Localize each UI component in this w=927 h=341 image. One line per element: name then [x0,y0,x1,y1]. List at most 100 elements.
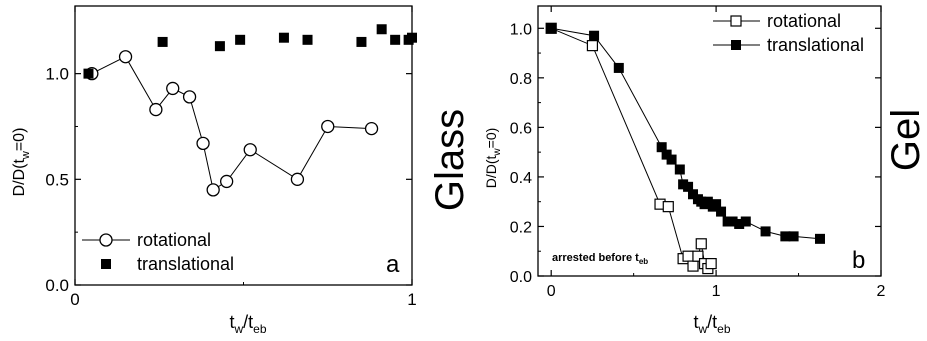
a-point-translational [390,34,401,45]
b-point-translational [734,218,745,229]
panel-a-frame [74,5,413,286]
b-xtick-label: 1 [712,283,721,300]
panel-b-series [545,22,825,275]
a-point-translational [278,32,289,43]
panel-a-xlabel-sub: w [233,322,243,336]
panel-a-ylabel-sub: w [20,151,32,160]
panel-a-ylabel-end: =0) [11,128,28,152]
b-point-translational [716,206,727,217]
panel-a-ticks: 0 1 0.0 0.5 1.0 [45,6,417,309]
a-ytick-label: 0.0 [45,276,69,295]
b-legend-marker-rotational [730,15,742,27]
a-legend-label-rotational: rotational [137,230,211,250]
b-ytick-label: 0.2 [510,219,532,236]
b-ytick-label: 0.6 [510,120,532,137]
a-legend-marker-translational [101,259,111,269]
b-point-rotational [687,260,699,272]
b-point-translational [760,226,771,237]
b-point-rotational [586,40,599,52]
panel-b-xlabel-sub2: eb [717,322,731,336]
a-point-translational [157,36,168,47]
b-point-rotational [705,258,717,270]
a-point-translational [302,34,313,45]
a-point-translational [376,24,387,35]
a-series-line-rotational [91,56,372,191]
panel-a-ylabel: D/D(tw=0) [11,128,32,197]
b-point-translational [589,30,600,41]
a-point-translational [407,32,417,43]
panel-a-xlabel-sep: /t [243,312,253,332]
panel-b-frame [537,5,882,277]
a-point-rotational [243,143,257,157]
panel-b-ylabel-end: =0) [483,128,499,149]
panel-b-ylabel: D/D(tw=0) [483,128,503,189]
b-point-translational [546,23,557,34]
a-point-translational [235,34,246,45]
panel-b: 0 1 2 0.0 0.2 0.4 0.6 0.8 1.0 rotational translat… [483,5,927,336]
a-ytick-label: 1.0 [45,65,69,84]
b-point-translational [674,164,685,175]
a-legend-marker-rotational [99,233,113,247]
a-point-rotational [364,121,379,136]
panel-b-xlabel-sep: /t [707,312,717,332]
panel-b-label: b [852,247,865,274]
panel-a-legend: rotational translational [82,230,234,274]
a-point-rotational [206,183,220,197]
panel-b-xlabel: tw/teb [693,312,730,336]
b-ytick-label: 0.0 [510,269,532,286]
b-point-rotational [662,201,674,213]
panel-b-side-label: Gel [884,109,927,171]
a-point-translational [83,68,94,79]
b-point-translational [814,233,825,244]
panel-b-annotation-main: arrested before t [552,252,639,264]
a-point-rotational [321,119,335,134]
b-series-line-rotational [551,27,712,270]
panel-a-series [83,24,417,197]
b-ytick-label: 0.8 [510,71,532,88]
b-point-translational [656,142,667,153]
panel-b-ylabel-main: D/D(t [483,155,499,188]
a-point-rotational [182,90,197,104]
a-point-translational [214,41,225,52]
panel-b-ylabel-sub: w [492,148,503,157]
a-point-rotational [219,174,234,189]
b-point-translational [740,216,751,227]
b-point-translational [666,154,677,165]
panel-a-xlabel: tw/teb [229,312,266,336]
b-point-translational [711,199,722,210]
b-xtick-label: 0 [547,283,556,300]
panel-a-xlabel-sub2: eb [253,322,267,336]
a-point-translational [356,36,367,47]
panel-a-side-label: Glass [428,109,472,211]
panel-a-xlabel-t: t [229,312,234,332]
a-ytick-label: 0.5 [45,170,69,189]
panel-b-ticks: 0 1 2 0.0 0.2 0.4 0.6 0.8 1.0 [510,6,886,300]
panel-a-ylabel-main: D/D(t [11,159,28,197]
a-xtick-label: 1 [407,290,416,309]
b-point-translational [683,181,694,192]
a-point-rotational [196,136,210,151]
b-legend-marker-translational [731,40,741,50]
b-point-rotational [692,250,704,262]
panel-a-label: a [386,251,400,278]
panel-b-xlabel-sub: w [697,322,707,336]
b-legend-label-translational: translational [767,35,864,55]
a-point-rotational [166,81,180,96]
b-point-translational [727,216,738,227]
panel-b-xlabel-t: t [693,312,698,332]
panel-b-annotation-sub: eb [639,257,648,266]
b-ytick-label: 1.0 [510,21,532,38]
b-point-rotational [682,250,694,262]
b-legend-label-rotational: rotational [767,11,841,31]
a-xtick-label: 0 [70,290,79,309]
b-ytick-label: 0.4 [510,170,532,187]
a-point-rotational [118,50,133,64]
panel-b-legend: rotational translational [713,11,864,55]
b-point-translational [613,62,624,73]
a-legend-label-translational: translational [137,254,234,274]
b-point-rotational [695,238,707,250]
panel-b-annotation: arrested before teb [552,252,648,266]
a-point-rotational [290,172,305,186]
panel-a: 0 1 0.0 0.5 1.0 rotational translational a D/… [11,5,472,336]
